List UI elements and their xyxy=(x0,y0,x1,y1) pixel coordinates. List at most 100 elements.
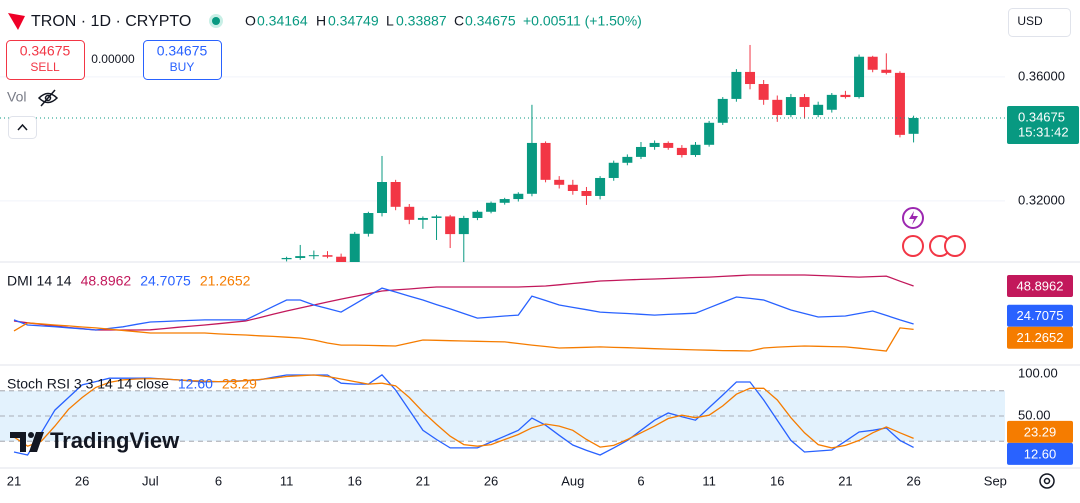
collapse-box[interactable] xyxy=(8,116,37,139)
candle-body xyxy=(308,255,319,257)
candle-body xyxy=(526,142,537,194)
x-tick-label: Sep xyxy=(984,473,1007,488)
countdown: 15:31:42 xyxy=(1018,124,1069,139)
currency-button[interactable]: USD xyxy=(1008,8,1071,37)
value-box-label: 23.29 xyxy=(1024,424,1057,439)
legend-value: 48.8962 xyxy=(81,273,132,289)
price-label: 0.34675 xyxy=(1018,109,1065,124)
caret-icon[interactable] xyxy=(17,123,28,131)
eye-slash[interactable] xyxy=(40,89,56,107)
candle-body xyxy=(867,56,878,70)
candle-body xyxy=(608,162,619,178)
x-tick-label: Aug xyxy=(561,473,584,488)
event-flag[interactable] xyxy=(902,235,924,257)
candle-body xyxy=(390,182,401,207)
candle-body xyxy=(690,144,701,156)
x-tick-label: 21 xyxy=(416,473,430,488)
x-tick-label: 16 xyxy=(348,473,362,488)
candle-body xyxy=(581,190,592,196)
candle-body xyxy=(908,117,919,134)
collapse-button[interactable] xyxy=(8,116,37,139)
y-tick-label: 100.00 xyxy=(1018,365,1058,380)
candle-body xyxy=(826,94,837,110)
x-tick-label: 21 xyxy=(7,473,21,488)
candle-body xyxy=(417,217,428,220)
candle-body xyxy=(281,257,292,260)
x-tick-label: 21 xyxy=(838,473,852,488)
logo-text: TradingView xyxy=(50,428,180,453)
ohlc-label: H xyxy=(316,13,326,29)
y-tick-label: 50.00 xyxy=(1018,407,1051,422)
ohlc-label: L xyxy=(386,13,394,29)
candles xyxy=(281,44,919,262)
series-line xyxy=(13,274,914,331)
candle-body xyxy=(486,202,497,212)
candle-body xyxy=(377,182,388,214)
status-dot xyxy=(212,17,220,25)
settings-button[interactable] xyxy=(1039,473,1055,489)
value-box xyxy=(1007,275,1073,298)
candle-body xyxy=(717,98,728,123)
eye-pupil[interactable] xyxy=(44,94,52,102)
candle-body xyxy=(785,97,796,116)
candle-body xyxy=(840,94,851,98)
value-box xyxy=(1007,304,1073,327)
x-tick-label: 26 xyxy=(484,473,498,488)
series-line xyxy=(13,374,914,449)
value-box-label: 12.60 xyxy=(1024,446,1057,461)
logo: TradingView xyxy=(10,428,180,453)
candle-body xyxy=(854,56,865,98)
sell-button[interactable]: 0.34675 SELL xyxy=(6,40,85,80)
legend-value: 24.7075 xyxy=(140,273,191,289)
candle-body xyxy=(881,69,892,73)
event-bolt[interactable] xyxy=(909,211,918,225)
sell-price[interactable]: 0.34675 xyxy=(20,43,71,59)
buy-box[interactable] xyxy=(143,40,222,80)
candle-body xyxy=(595,177,606,196)
buy-label[interactable]: BUY xyxy=(170,60,195,74)
candle-body xyxy=(649,142,660,147)
buy-price[interactable]: 0.34675 xyxy=(157,43,208,59)
gear-icon[interactable] xyxy=(1039,473,1055,489)
x-tick-label: 16 xyxy=(770,473,784,488)
candle-body xyxy=(894,72,905,135)
value-box xyxy=(1007,442,1073,465)
ohlc-label: C xyxy=(454,13,464,29)
volume-label: Vol xyxy=(7,89,26,105)
series-line xyxy=(13,287,914,331)
event-icons[interactable] xyxy=(902,207,966,257)
currency[interactable]: USD xyxy=(1017,14,1043,28)
ohlc-value: 0.33887 xyxy=(396,13,447,29)
spread: 0.00000 xyxy=(91,52,135,66)
sell-label[interactable]: SELL xyxy=(30,60,60,74)
candle-body xyxy=(295,256,306,258)
candle-body xyxy=(499,199,510,203)
candle-body xyxy=(554,179,565,185)
ohlc-value: 0.34675 xyxy=(465,13,516,29)
candle-body xyxy=(772,99,783,116)
currency-box[interactable] xyxy=(1008,8,1071,37)
candle-body xyxy=(349,233,360,262)
logo-mark xyxy=(10,432,44,452)
logo-dot xyxy=(28,432,34,438)
candle-body xyxy=(567,184,578,191)
indicator-title: Stoch RSI 3 3 14 14 close xyxy=(7,376,169,392)
buy-button[interactable]: 0.34675 BUY xyxy=(143,40,222,80)
candle-body xyxy=(622,156,633,163)
x-tick-label: 6 xyxy=(215,473,222,488)
gear-center[interactable] xyxy=(1043,477,1051,485)
y-tick-label: 0.36000 xyxy=(1018,68,1065,83)
header: TRON · 1D · CRYPTO O 0.34164 H 0.34749 L… xyxy=(6,8,1071,139)
event-flag[interactable] xyxy=(944,235,966,257)
value-box xyxy=(1007,326,1073,349)
candle-body xyxy=(635,146,646,157)
candle-body xyxy=(458,217,469,235)
volume-visibility[interactable] xyxy=(37,89,59,107)
candle-body xyxy=(513,193,524,200)
plot-layer xyxy=(0,44,1005,456)
sell-box[interactable] xyxy=(6,40,85,80)
value-box-label: 24.7075 xyxy=(1017,308,1064,323)
